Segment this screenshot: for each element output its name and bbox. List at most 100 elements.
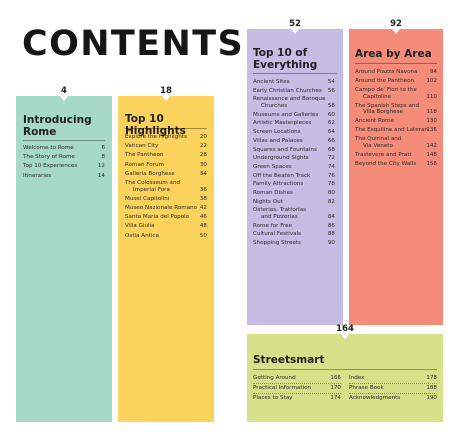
toc-entry-page: 130 — [426, 118, 437, 125]
section-notch — [341, 334, 349, 339]
toc-entry: Campo de' Fiori to the Capitoline 110 — [355, 87, 437, 100]
toc-entry-label: Rome for Free — [253, 222, 293, 229]
toc-entry-page: 82 — [327, 198, 335, 205]
toc-entry-page: 84 — [327, 213, 335, 220]
section-notch — [162, 96, 170, 101]
section-rule — [253, 369, 437, 370]
toc-entry-label: Museo Nazionale Romano — [125, 205, 198, 211]
toc-entry: Museums and Galleries 60 — [253, 112, 335, 119]
toc-entry-page: 148 — [426, 151, 437, 158]
toc-entry: Green Spaces 74 — [253, 164, 335, 171]
toc-entry-page: 90 — [327, 240, 335, 247]
toc-entry: Musei Capitolini 38 — [125, 196, 207, 203]
toc-entry: Around the Pantheon 102 — [355, 78, 437, 85]
toc-entry-label: Artistic Masterpieces — [253, 120, 312, 127]
toc-entry-label: Cultural Festivals — [253, 231, 302, 238]
section-title: Streetsmart — [253, 354, 325, 366]
section-introducing-rome: 4 Introducing Rome Welcome to Rome 6 The S… — [16, 86, 112, 422]
toc-entry-page: 66 — [327, 137, 335, 144]
section-rule — [253, 73, 337, 74]
toc-entry: Shopping Streets 90 — [253, 240, 335, 247]
section-page-number: 92 — [390, 19, 402, 29]
toc-entry-label: Ancient Sites — [253, 79, 290, 85]
toc-entry-label-continued: Imperial Fora — [133, 186, 170, 193]
toc-entry-page: 166 — [330, 375, 341, 381]
toc-entry: Top 10 Experiences 12 — [23, 163, 105, 170]
toc-entry-label: Explore the Highlights — [125, 134, 187, 140]
toc-entry-label-continued: and Pizzerias — [261, 213, 298, 220]
section-page-number: 4 — [61, 86, 67, 96]
toc-entry-page: 170 — [330, 384, 341, 391]
toc-entry-page: 34 — [199, 170, 207, 177]
toc-entry: Itineraries 14 — [23, 173, 105, 180]
toc-entry: Vatican City 22 — [125, 143, 207, 150]
toc-entry-page: 36 — [199, 186, 207, 193]
toc-entry-label: Off the Beaten Track — [253, 172, 311, 179]
toc-entry: The Story of Rome 8 — [23, 154, 105, 161]
section-rule — [23, 140, 105, 141]
toc-entry: Museo Nazionale Romano 42 — [125, 205, 207, 212]
toc-entry: The Quirinal and Via Veneto 142 — [355, 136, 437, 149]
toc-entry: Villa Giulia 48 — [125, 223, 207, 230]
section-page-number: 52 — [289, 19, 301, 29]
section-top-10-of-everything: 52 Top 10 of Everything Ancient Sites 54 E… — [247, 19, 343, 325]
toc-entry-label: Acknowledgments — [349, 394, 401, 401]
toc-entry-label: Osterias, Trattorias — [253, 207, 307, 214]
toc-entry-page: 62 — [327, 120, 335, 127]
toc-entry: Underground Sights 72 — [253, 155, 335, 162]
toc-entry-label: Beyond the City Walls — [355, 160, 417, 167]
toc-entry-page: 60 — [327, 111, 335, 118]
toc-entry-label: Roman Forum — [125, 161, 164, 168]
toc-entry: Galleria Borghese 34 — [125, 171, 207, 178]
toc-entry-page: 12 — [97, 163, 105, 170]
toc-entry: Renaissance and Baroque Churches 58 — [253, 96, 335, 109]
toc-entry: Screen Locations 64 — [253, 129, 335, 136]
toc-entry-page: 102 — [426, 78, 437, 84]
toc-entry-label: Practical Information — [253, 384, 312, 391]
toc-entry-page: 86 — [327, 222, 335, 229]
toc-entry: Nights Out 82 — [253, 199, 335, 206]
section-title: Introducing Rome — [23, 114, 92, 138]
toc-entry-page: 56 — [327, 87, 335, 94]
contents-heading: CONTENTS — [22, 24, 245, 64]
toc-entry-page: 74 — [327, 163, 335, 170]
toc-entry-divider — [253, 383, 341, 385]
toc-entry-page: 72 — [327, 155, 335, 162]
toc-entry: Acknowledgments 190 — [349, 395, 437, 402]
toc-entry-page: 14 — [97, 172, 105, 179]
toc-entry: Getting Around 166 — [253, 375, 341, 382]
toc-entry: Squares and Fountains 68 — [253, 147, 335, 154]
toc-entry: Rome for Free 86 — [253, 223, 335, 230]
toc-entry-page: 94 — [429, 69, 437, 75]
toc-entry: Roman Dishes 80 — [253, 190, 335, 197]
toc-entry-label: Villa Giulia — [125, 223, 155, 230]
toc-entry-page: 76 — [327, 172, 335, 179]
toc-entry-label: Green Spaces — [253, 163, 292, 170]
toc-entry-label: The Colosseum and — [125, 180, 181, 186]
toc-entry-page: 174 — [330, 394, 341, 401]
section-top-10-highlights: 18 Top 10 Highlights Explore the Highlig… — [118, 86, 214, 422]
toc-entry-page: 50 — [199, 232, 207, 239]
toc-entry-page: 28 — [199, 152, 207, 159]
toc-entry-label: The Spanish Steps and — [355, 102, 420, 109]
toc-entry-label: The Pantheon — [125, 152, 164, 159]
toc-entry-page: 80 — [327, 190, 335, 196]
toc-entry-label: Roman Dishes — [253, 190, 293, 196]
toc-entry-page: 178 — [426, 375, 437, 381]
section-page-number: 18 — [160, 86, 172, 96]
section-title: Area by Area — [355, 48, 432, 60]
toc-entry-page: 30 — [199, 161, 207, 168]
toc-entry-page: 48 — [199, 223, 207, 230]
toc-entry-page: 46 — [199, 214, 207, 221]
toc-entry-page: 142 — [426, 142, 437, 149]
toc-entry: Around Piazza Navona 94 — [355, 69, 437, 76]
toc-entry-label: Around the Pantheon — [355, 78, 415, 84]
toc-entry-page: 6 — [101, 145, 105, 151]
toc-entry-label: Around Piazza Navona — [355, 69, 418, 75]
toc-entry-page: 58 — [327, 102, 335, 109]
toc-entry-page: 88 — [327, 231, 335, 238]
toc-entry-page: 118 — [426, 109, 437, 116]
toc-entry-label: The Story of Rome — [23, 154, 75, 161]
toc-entry-page: 42 — [199, 205, 207, 211]
toc-entry: Index 178 — [349, 375, 437, 382]
